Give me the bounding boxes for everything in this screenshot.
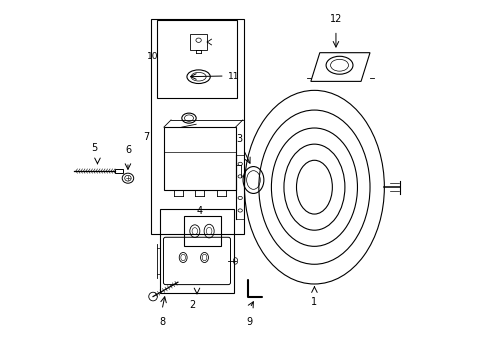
Bar: [115, 169, 123, 173]
Bar: [151, 19, 244, 234]
Text: 6: 6: [124, 145, 131, 155]
Text: 9: 9: [246, 317, 252, 327]
Text: 3: 3: [236, 134, 243, 144]
Text: 12: 12: [329, 14, 342, 24]
Text: 7: 7: [143, 132, 149, 142]
Bar: [156, 21, 237, 98]
Bar: [183, 216, 221, 246]
Text: 2: 2: [189, 300, 195, 310]
Bar: [190, 35, 207, 50]
Bar: [160, 209, 233, 293]
Text: 10: 10: [146, 52, 158, 61]
Text: 1: 1: [311, 297, 317, 307]
Text: 4: 4: [196, 206, 203, 216]
Text: 11: 11: [228, 72, 240, 81]
Text: 8: 8: [159, 317, 165, 327]
Bar: [163, 127, 235, 190]
Text: 5: 5: [91, 143, 97, 153]
